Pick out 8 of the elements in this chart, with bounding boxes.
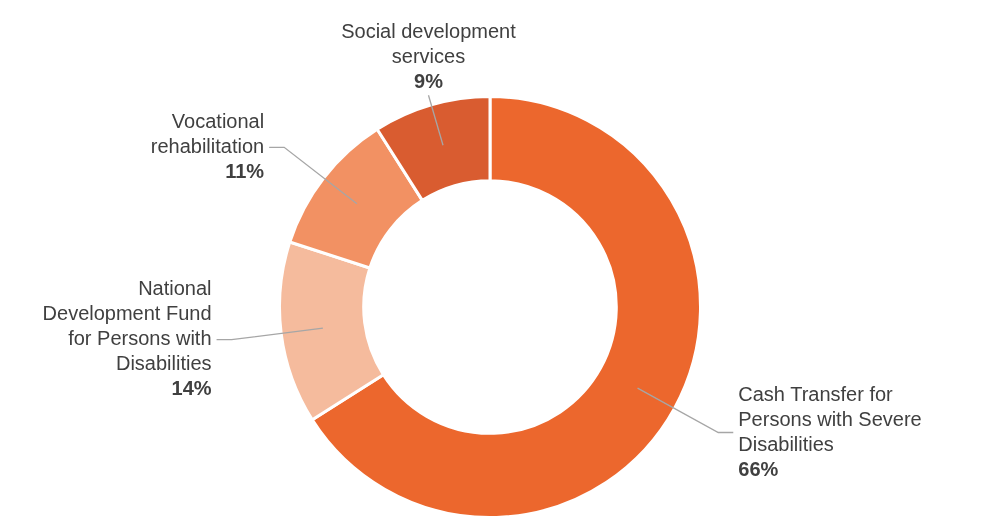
slice-label: Vocational rehabilitation: [150, 109, 265, 157]
slice-label: National Development Fund for Persons with Disabilities: [42, 277, 212, 375]
slice-label: Social development services: [341, 20, 517, 68]
data-label: 9%: [414, 70, 444, 93]
data-label: 11%: [225, 159, 265, 182]
data-label: 14%: [171, 377, 212, 400]
slice-label: Cash Transfer for Persons with Severe Disabilities: [738, 382, 922, 455]
data-label: 66%: [738, 457, 779, 480]
